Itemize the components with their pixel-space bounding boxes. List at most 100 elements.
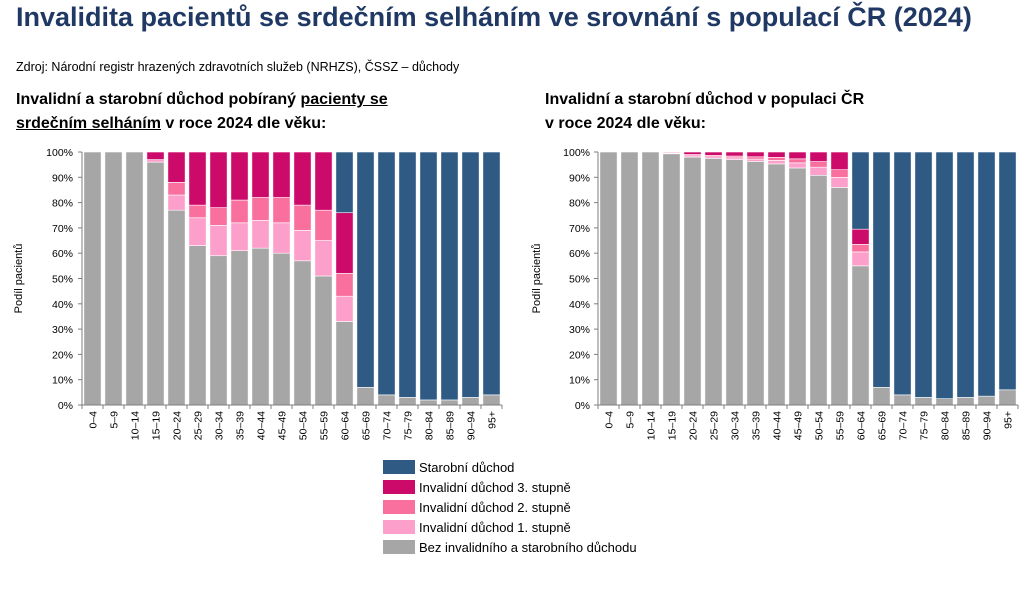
left-bar-segment bbox=[230, 151, 249, 201]
legend-item-disability-1: Invalidní důchod 1. stupně bbox=[383, 517, 637, 537]
right-y-axis-label: Podíl pacientů bbox=[531, 244, 543, 314]
left-x-tick-label: 75–79 bbox=[403, 411, 415, 440]
legend-item-disability-3: Invalidní důchod 3. stupně bbox=[383, 477, 637, 497]
legend-item-old-age: Starobní důchod bbox=[383, 457, 637, 477]
source-note: Zdroj: Národní registr hrazených zdravot… bbox=[16, 60, 460, 74]
left-y-tick-label: 100% bbox=[46, 147, 73, 159]
left-x-tick-label: 90–94 bbox=[466, 411, 478, 440]
right-bar-segment bbox=[620, 151, 639, 406]
legend-swatch-none bbox=[383, 540, 415, 554]
right-subtitle-line2: v roce 2024 dle věku: bbox=[545, 115, 706, 132]
left-bar-segment bbox=[440, 151, 459, 401]
right-bar-segment bbox=[704, 158, 723, 406]
right-bar-segment bbox=[851, 251, 870, 267]
left-y-tick-label: 0% bbox=[58, 400, 73, 412]
left-y-tick-label: 10% bbox=[52, 375, 73, 387]
left-subtitle-pre: Invalidní a starobní důchod pobíraný bbox=[16, 91, 301, 108]
right-bar-segment bbox=[725, 159, 744, 406]
left-x-tick-label: 5–9 bbox=[109, 411, 121, 429]
left-bar-segment bbox=[293, 151, 312, 206]
right-x-tick-label: 75–79 bbox=[919, 411, 931, 440]
right-chart-subtitle: Invalidní a starobní důchod v populaci Č… bbox=[545, 88, 864, 136]
left-x-tick-label: 70–74 bbox=[382, 411, 394, 440]
left-x-tick-label: 55–59 bbox=[319, 411, 331, 440]
chart-legend: Starobní důchod Invalidní důchod 3. stup… bbox=[383, 457, 637, 557]
right-x-tick-label: 65–69 bbox=[877, 411, 889, 440]
left-bar-segment bbox=[419, 151, 438, 401]
right-x-tick-label: 60–64 bbox=[856, 411, 868, 440]
right-bar-segment bbox=[935, 398, 954, 406]
right-x-tick-label: 5–9 bbox=[625, 411, 637, 429]
legend-item-disability-2: Invalidní důchod 2. stupně bbox=[383, 497, 637, 517]
right-y-tick-label: 20% bbox=[569, 349, 590, 361]
right-bar-segment bbox=[746, 151, 765, 158]
left-bar-segment bbox=[209, 151, 228, 208]
legend-label: Bez invalidního a starobního důchodu bbox=[419, 539, 637, 555]
left-subtitle-underline-2: srdečním selháním bbox=[16, 115, 161, 132]
right-x-tick-label: 70–74 bbox=[898, 411, 910, 440]
left-y-tick-label: 90% bbox=[52, 172, 73, 184]
right-bar-segment bbox=[977, 151, 996, 397]
right-bar-segment bbox=[872, 386, 891, 406]
legend-swatch-disability-1 bbox=[383, 520, 415, 534]
right-bar-segment bbox=[746, 161, 765, 406]
left-x-tick-label: 40–44 bbox=[256, 411, 268, 440]
left-bar-segment bbox=[167, 151, 186, 183]
right-y-tick-label: 70% bbox=[569, 223, 590, 235]
right-x-tick-label: 80–84 bbox=[940, 411, 952, 440]
right-bar-segment bbox=[998, 389, 1017, 406]
right-bar-segment bbox=[956, 151, 975, 398]
right-y-tick-label: 50% bbox=[569, 274, 590, 286]
right-bar-segment bbox=[893, 394, 912, 406]
right-x-tick-label: 25–29 bbox=[709, 411, 721, 440]
right-bar-segment bbox=[746, 158, 765, 162]
right-bar-segment bbox=[725, 151, 744, 157]
left-x-tick-label: 65–69 bbox=[361, 411, 373, 440]
right-bar-segment bbox=[662, 151, 681, 154]
right-x-tick-label: 95+ bbox=[1003, 411, 1015, 429]
left-y-tick-label: 80% bbox=[52, 198, 73, 210]
left-y-tick-label: 60% bbox=[52, 248, 73, 260]
right-x-tick-label: 15–19 bbox=[667, 411, 679, 440]
right-x-tick-label: 85–89 bbox=[961, 411, 973, 440]
left-x-tick-label: 85–89 bbox=[445, 411, 457, 440]
legend-swatch-disability-2 bbox=[383, 500, 415, 514]
legend-label: Starobní důchod bbox=[419, 459, 515, 475]
right-x-tick-label: 30–34 bbox=[730, 411, 742, 440]
left-y-tick-label: 70% bbox=[52, 223, 73, 235]
right-bar-segment bbox=[851, 151, 870, 230]
right-bar-segment bbox=[746, 156, 765, 160]
right-bar-segment bbox=[683, 151, 702, 155]
right-bar-segment bbox=[809, 166, 828, 176]
left-x-tick-label: 0–4 bbox=[88, 411, 100, 429]
right-bar-segment bbox=[914, 151, 933, 398]
left-bar-segment bbox=[461, 151, 480, 398]
left-bar-segment bbox=[398, 151, 417, 398]
right-bar-segment bbox=[872, 151, 891, 388]
left-y-axis-label: Podíl pacientů bbox=[13, 244, 25, 314]
legend-label: Invalidní důchod 1. stupně bbox=[419, 519, 571, 535]
right-bar-segment bbox=[809, 174, 828, 406]
page-title: Invalidita pacientů se srdečním selháním… bbox=[16, 2, 972, 32]
right-x-tick-label: 35–39 bbox=[751, 411, 763, 440]
right-subtitle-line1: Invalidní a starobní důchod v populaci Č… bbox=[545, 91, 865, 108]
left-x-tick-label: 20–24 bbox=[172, 411, 184, 440]
legend-swatch-disability-3 bbox=[383, 480, 415, 494]
left-bar-segment bbox=[188, 151, 207, 206]
right-bar-segment bbox=[830, 177, 849, 188]
right-bar-segment bbox=[767, 151, 786, 158]
left-subtitle-underline-1: pacienty se bbox=[300, 91, 388, 108]
left-y-tick-label: 30% bbox=[52, 324, 73, 336]
legend-label: Invalidní důchod 3. stupně bbox=[419, 479, 571, 495]
left-bar-segment bbox=[335, 151, 354, 214]
left-bar-segment bbox=[146, 151, 165, 160]
right-bar-segment bbox=[830, 151, 849, 171]
right-y-tick-label: 30% bbox=[569, 324, 590, 336]
left-bar-segment bbox=[482, 151, 501, 396]
right-bar-segment bbox=[788, 162, 807, 169]
right-bar-segment bbox=[641, 151, 660, 406]
right-bar-segment bbox=[935, 151, 954, 399]
right-y-tick-label: 100% bbox=[563, 147, 590, 159]
legend-item-none: Bez invalidního a starobního důchodu bbox=[383, 537, 637, 557]
right-bar-segment bbox=[767, 163, 786, 406]
